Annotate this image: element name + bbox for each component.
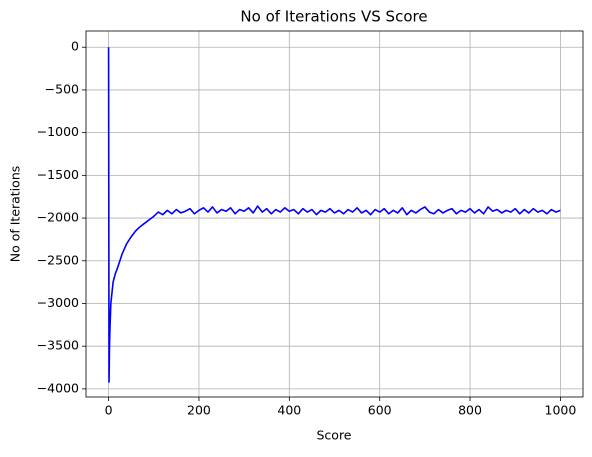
x-axis-label: Score (316, 428, 351, 443)
y-tick-label: −2500 (37, 252, 79, 267)
x-tick-label: 200 (187, 403, 211, 418)
x-tick-label: 800 (458, 403, 482, 418)
y-tick-label: −2000 (37, 210, 79, 225)
y-tick-label: −4000 (37, 380, 79, 395)
chart-title: No of Iterations VS Score (240, 8, 427, 26)
y-tick-label: −3000 (37, 295, 79, 310)
y-tick-label: −1500 (37, 167, 79, 182)
y-tick-label: −500 (45, 81, 79, 96)
y-tick-label: −1000 (37, 124, 79, 139)
x-tick-label: 400 (277, 403, 301, 418)
x-tick-label: 0 (105, 403, 113, 418)
data-line (107, 47, 561, 383)
x-tick-label: 600 (368, 403, 392, 418)
y-axis-label: No of Iterations (8, 166, 23, 263)
y-tick-label: −3500 (37, 338, 79, 353)
y-tick-label: 0 (71, 39, 79, 54)
plot-frame (85, 30, 584, 398)
x-tick-label: 1000 (545, 403, 577, 418)
